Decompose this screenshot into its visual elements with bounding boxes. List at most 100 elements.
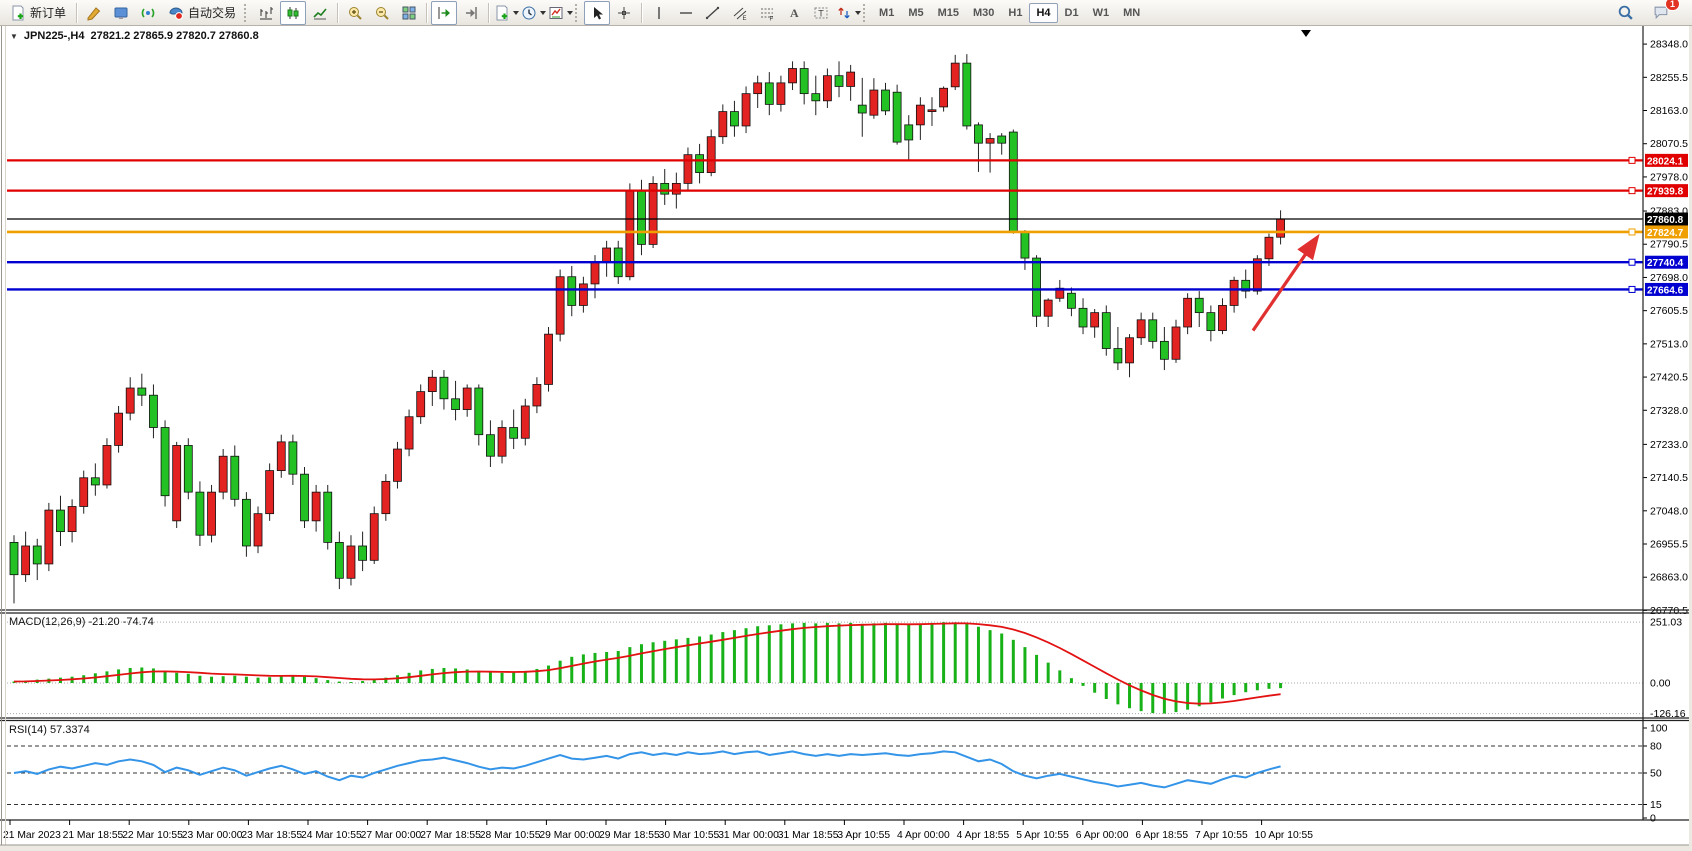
time-axis-label: 4 Apr 00:00 — [897, 830, 950, 841]
price-tick-label: 27978.0 — [1650, 171, 1688, 183]
timeframe-button-m1[interactable]: M1 — [879, 6, 895, 19]
rsi-tick-label: 50 — [1650, 768, 1662, 780]
text-label-button[interactable]: T — [808, 1, 834, 25]
separator — [426, 2, 428, 23]
autotrading-button[interactable]: 自动交易 — [162, 1, 242, 25]
zoom-out-button[interactable] — [369, 1, 395, 25]
crosshair-button[interactable] — [611, 1, 637, 25]
candlestick-chart-button[interactable] — [280, 0, 307, 25]
autotrading-icon — [168, 5, 184, 21]
price-tag — [1645, 184, 1688, 198]
metaeditor-button[interactable] — [81, 1, 107, 25]
rsi-panel: 100 80 50 15 0 — [7, 723, 1668, 825]
new-order-button[interactable]: 新订单 — [4, 1, 72, 25]
search-button[interactable] — [1612, 1, 1638, 25]
price-tick-label: 27140.5 — [1650, 472, 1688, 484]
price-tick-label: 27420.5 — [1650, 372, 1688, 384]
price-tick-label: 26770.5 — [1650, 605, 1688, 617]
rsi-line — [13, 750, 1281, 789]
trendline-button[interactable] — [700, 1, 726, 25]
indicators-button[interactable] — [493, 1, 519, 25]
separator — [337, 2, 339, 23]
line-handle[interactable] — [1628, 285, 1636, 293]
time-axis-label: 27 Mar 18:55 — [420, 830, 481, 841]
annotations-layer — [1251, 30, 1320, 332]
chart-shift-marker[interactable] — [1301, 30, 1311, 37]
chart-shift-button[interactable] — [458, 1, 484, 25]
line-handle[interactable] — [1628, 228, 1636, 236]
rsi-tick-label: 100 — [1650, 723, 1668, 735]
time-axis-label: 21 Mar 18:55 — [63, 830, 124, 841]
vertical-line-button[interactable] — [646, 1, 672, 25]
timeframe-button-m5[interactable]: M5 — [908, 6, 924, 19]
equidistant-channel-button[interactable]: E — [727, 1, 753, 25]
price-tick-label: 28070.5 — [1650, 138, 1688, 150]
channel-icon: E — [732, 5, 748, 21]
one-click-trading-toggle[interactable]: ▼ — [10, 31, 18, 41]
template-icon — [548, 5, 564, 21]
price-tick-label: 26863.0 — [1650, 572, 1688, 584]
text-button[interactable]: A — [781, 1, 807, 25]
line-chart-button[interactable] — [307, 1, 333, 25]
cursor-button[interactable] — [584, 0, 611, 25]
arrows-button[interactable] — [835, 1, 861, 25]
price-tick-label: 27883.0 — [1650, 206, 1688, 218]
main-toolbar: 新订单 自动交易 E F A T — [0, 0, 1692, 26]
timeframe-button-m30[interactable]: M30 — [973, 6, 995, 19]
autotrading-label: 自动交易 — [188, 6, 237, 20]
rsi-indicator-label: RSI(14) 57.3374 — [9, 724, 90, 736]
price-tag — [1645, 212, 1688, 226]
timeframe-button-h4[interactable]: H4 — [1029, 2, 1058, 23]
price-axis[interactable]: 28348.0 28255.5 28163.0 28070.5 27978.0 27883… — [1643, 39, 1688, 617]
line-handle[interactable] — [1628, 258, 1636, 266]
timeframe-button-w1[interactable]: W1 — [1092, 6, 1110, 19]
notifications-button[interactable]: 1 — [1648, 0, 1680, 25]
zoom-out-icon — [374, 5, 390, 21]
price-tick-label: 28255.5 — [1650, 72, 1688, 84]
time-axis-label: 10 Apr 10:55 — [1255, 830, 1314, 841]
toolbar-grip — [575, 3, 580, 22]
signals-button[interactable] — [135, 1, 161, 25]
price-tag-value: 27824.7 — [1647, 228, 1684, 239]
timeframe-button-h1[interactable]: H1 — [1008, 6, 1023, 19]
toolbar-grip — [863, 3, 868, 22]
price-tick-label: 28348.0 — [1650, 39, 1688, 51]
tile-windows-icon — [401, 5, 417, 21]
auto-scroll-button[interactable] — [431, 0, 458, 25]
time-axis-label: 23 Mar 00:00 — [182, 830, 243, 841]
chevron-down-icon — [539, 10, 546, 15]
timeframe-button-d1[interactable]: D1 — [1064, 6, 1079, 19]
cursor-icon — [589, 5, 605, 21]
indicators-icon — [494, 5, 510, 21]
trend-arrow[interactable] — [1251, 233, 1320, 332]
time-axis-label: 22 Mar 10:55 — [122, 830, 183, 841]
macd-tick-label: -126.16 — [1650, 708, 1686, 720]
terminal-button[interactable] — [108, 1, 134, 25]
tile-windows-button[interactable] — [396, 1, 422, 25]
price-tick-label: 26955.5 — [1650, 539, 1688, 551]
zoom-in-button[interactable] — [342, 1, 368, 25]
rsi-tick-label: 80 — [1650, 741, 1662, 753]
time-axis-label: 28 Mar 10:55 — [480, 830, 541, 841]
line-chart-icon — [312, 5, 328, 21]
time-axis-label: 29 Mar 18:55 — [599, 830, 660, 841]
auto-scroll-icon — [436, 5, 452, 21]
svg-text:F: F — [770, 16, 774, 21]
price-tick-label: 27328.0 — [1650, 405, 1688, 417]
fibonacci-button[interactable]: F — [754, 1, 780, 25]
line-handle[interactable] — [1628, 187, 1636, 195]
line-handle[interactable] — [1628, 156, 1636, 164]
crosshair-icon — [616, 5, 632, 21]
periods-button[interactable] — [520, 1, 546, 25]
templates-button[interactable] — [547, 1, 573, 25]
timeframe-button-m15[interactable]: M15 — [937, 6, 959, 19]
horizontal-line-button[interactable] — [673, 1, 699, 25]
timeframe-button-mn[interactable]: MN — [1123, 6, 1141, 19]
chart-canvas[interactable]: 28024.1 27939.8 27860.8 27824.7 27740.4 27664… — [0, 26, 1692, 851]
chevron-down-icon — [854, 10, 861, 15]
bar-chart-button[interactable] — [253, 1, 279, 25]
separator — [76, 2, 78, 23]
time-axis-label: 6 Apr 18:55 — [1135, 830, 1188, 841]
